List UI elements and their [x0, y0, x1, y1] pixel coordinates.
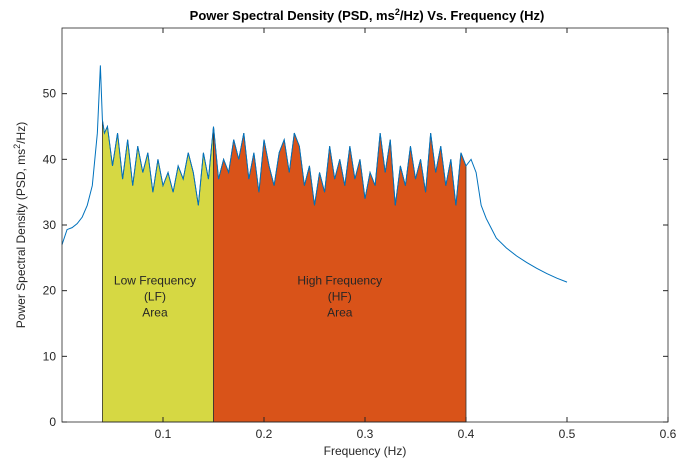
- band-label: Area: [327, 306, 353, 320]
- x-tick-label: 0.4: [458, 427, 475, 441]
- y-tick-label: 0: [49, 415, 56, 429]
- band-area: [102, 119, 214, 423]
- title-superscript: 2: [395, 7, 400, 17]
- y-tick-label: 30: [43, 218, 57, 232]
- title-part: /Hz) Vs. Frequency (Hz): [400, 8, 544, 23]
- y-tick-label: 20: [43, 284, 57, 298]
- band-label: Low Frequency: [114, 274, 196, 288]
- x-tick-label: 0.3: [357, 427, 374, 441]
- y-tick-label: 50: [43, 87, 57, 101]
- y-axis-label: Power Spectral Density (PSD, ms2/Hz): [12, 122, 28, 328]
- ylabel-superscript: 2: [12, 144, 22, 149]
- y-tick-label: 10: [43, 349, 57, 363]
- y-tick-label: 40: [43, 152, 57, 166]
- x-tick-label: 0.2: [256, 427, 273, 441]
- title-part: Power Spectral Density (PSD, ms: [190, 8, 395, 23]
- ylabel-part: Power Spectral Density (PSD, ms: [14, 149, 28, 328]
- x-tick-label: 0.5: [559, 427, 576, 441]
- psd-line: [61, 65, 568, 283]
- x-axis-label: Frequency (Hz): [324, 444, 407, 458]
- band-label: High Frequency: [297, 274, 382, 288]
- band-label: (LF): [144, 290, 166, 304]
- band-label: (HF): [328, 290, 352, 304]
- ylabel-part: /Hz): [14, 122, 28, 144]
- band-label: Area: [142, 306, 168, 320]
- x-tick-label: 0.1: [155, 427, 172, 441]
- x-tick-label: 0.6: [660, 427, 677, 441]
- chart-title: Power Spectral Density (PSD, ms2/Hz) Vs.…: [190, 7, 545, 23]
